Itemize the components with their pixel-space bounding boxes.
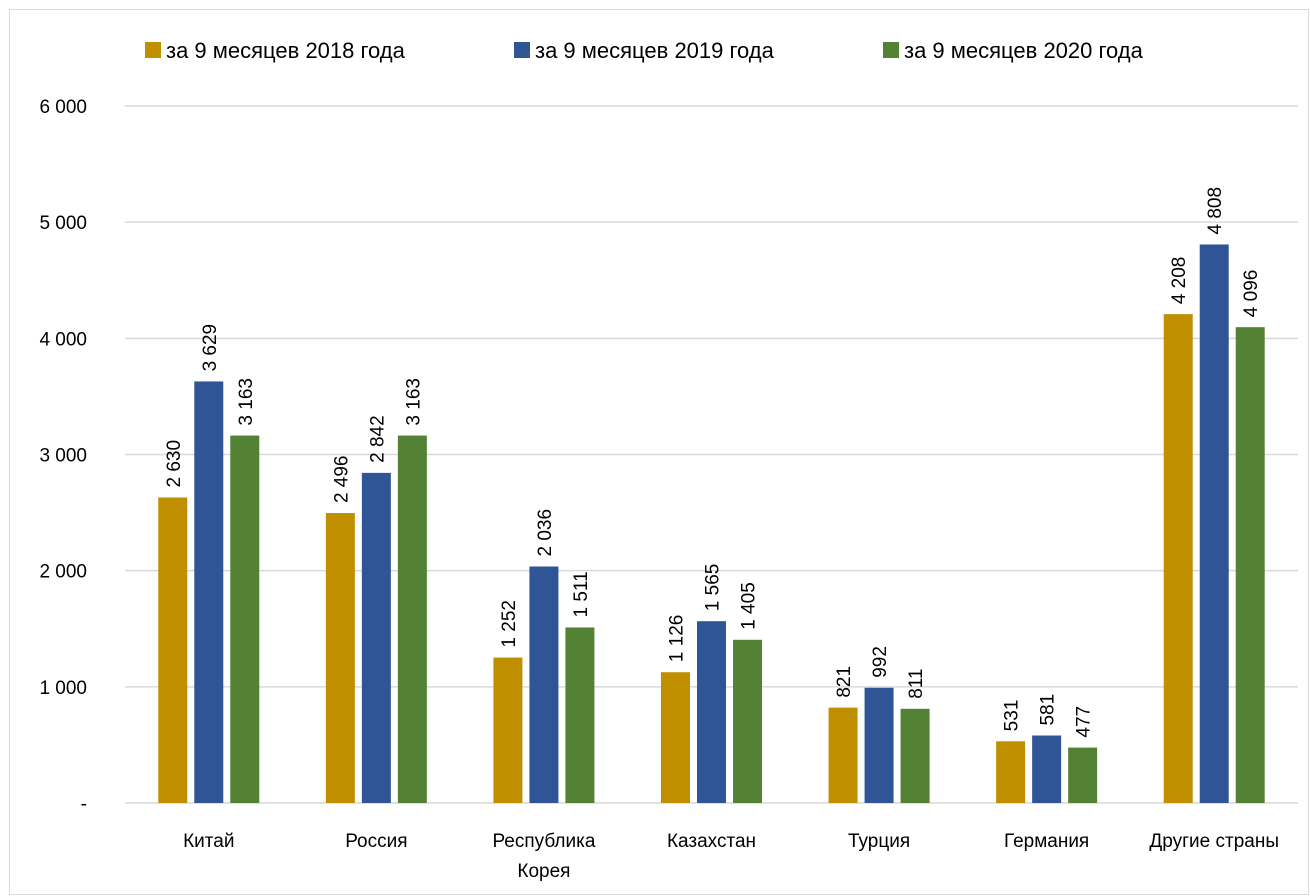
bar (194, 381, 224, 803)
data-label: 477 (1074, 706, 1095, 738)
bar (900, 708, 930, 803)
category-label: Республика (492, 831, 595, 852)
bar (864, 687, 894, 803)
data-label: 1 405 (739, 582, 760, 630)
bar (733, 639, 762, 803)
bar (1235, 327, 1265, 803)
legend-label: за 9 месяцев 2020 года (904, 38, 1144, 63)
category-label: Турция (848, 831, 910, 852)
y-tick-label: 4 000 (39, 329, 87, 350)
bar (1199, 244, 1229, 803)
bar (529, 566, 559, 803)
bar (565, 627, 595, 803)
y-tick-label: 2 000 (39, 562, 87, 583)
data-label: 1 565 (703, 564, 724, 612)
data-label: 4 208 (1169, 257, 1190, 305)
x-axis: Китай Россия Республика Корея Казахстан Турци… (183, 831, 1279, 882)
y-axis: - 1 000 2 000 3 000 4 000 5 000 6 000 (39, 97, 87, 815)
data-label: 1 126 (667, 615, 688, 663)
bar (1068, 747, 1098, 803)
legend-swatch (883, 42, 899, 58)
bars (158, 244, 1265, 803)
category-label: Корея (517, 861, 570, 882)
legend-label: за 9 месяцев 2019 года (535, 38, 775, 63)
bar (1163, 314, 1193, 803)
bar (493, 657, 523, 803)
legend-swatch (145, 42, 161, 58)
bar (1032, 735, 1062, 803)
bar (697, 621, 726, 803)
bar (325, 513, 355, 803)
bar (996, 741, 1026, 803)
category-label: Россия (345, 831, 407, 852)
category-label: Германия (1004, 831, 1089, 852)
data-label: 3 163 (403, 378, 424, 426)
data-label: 3 629 (200, 324, 221, 372)
legend: за 9 месяцев 2018 года за 9 месяцев 2019 … (145, 38, 1144, 63)
y-tick-label: 3 000 (39, 446, 87, 467)
legend-label: за 9 месяцев 2018 года (166, 38, 406, 63)
data-label: 2 036 (535, 509, 556, 557)
bar (397, 435, 427, 803)
data-label: 4 096 (1241, 270, 1262, 318)
data-label: 1 252 (499, 600, 520, 648)
y-tick-label: - (81, 794, 87, 815)
bar (361, 472, 391, 803)
y-tick-label: 6 000 (39, 97, 87, 118)
bar (661, 672, 690, 803)
bar (828, 707, 858, 803)
grid-lines (125, 105, 1298, 804)
data-labels: 2 630 3 629 3 163 2 496 2 842 3 163 1 252 2 036… (164, 187, 1262, 738)
data-label: 821 (834, 666, 855, 698)
data-label: 2 842 (367, 415, 388, 463)
data-label: 581 (1038, 694, 1059, 726)
data-label: 4 808 (1205, 187, 1226, 235)
category-label: Казахстан (667, 831, 756, 852)
category-label: Китай (183, 831, 234, 852)
y-tick-label: 5 000 (39, 213, 87, 234)
data-label: 531 (1002, 700, 1023, 732)
data-label: 2 630 (164, 440, 185, 488)
data-label: 811 (906, 668, 927, 698)
bar (230, 435, 260, 803)
data-label: 992 (870, 646, 891, 678)
data-label: 1 511 (571, 571, 592, 617)
data-label: 2 496 (331, 456, 352, 504)
chart-frame (9, 9, 1309, 895)
y-tick-label: 1 000 (39, 678, 87, 699)
data-label: 3 163 (236, 378, 257, 426)
category-label: Другие страны (1149, 831, 1279, 852)
bar (158, 497, 188, 803)
legend-swatch (514, 42, 530, 58)
